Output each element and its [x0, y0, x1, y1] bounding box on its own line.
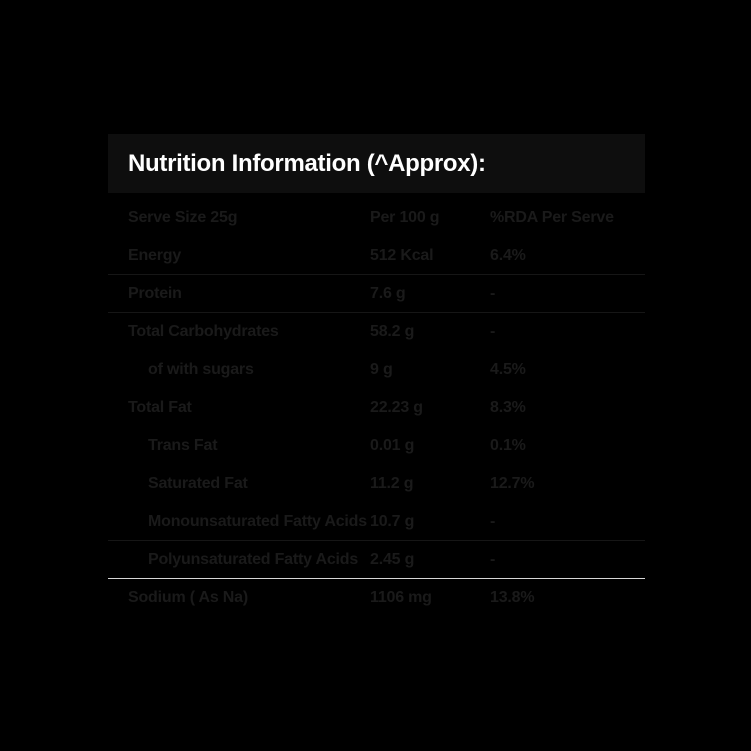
row-rda-value: 0.1% [490, 437, 526, 454]
table-row: Protein 7.6 g - [108, 275, 645, 313]
row-label: Monounsaturated Fatty Acids [148, 512, 367, 530]
row-per100-value: 2.45 g [370, 550, 415, 568]
row-rda-value: 8.3% [490, 399, 526, 416]
panel-title: Nutrition Information (^Approx): [128, 149, 486, 177]
nutrition-panel: Nutrition Information (^Approx): Serve S… [108, 134, 645, 617]
row-per100-value: 11.2 g [370, 475, 414, 492]
row-label: Total Fat [128, 399, 192, 416]
row-per100-value: 1106 mg [370, 589, 432, 606]
row-label: Trans Fat [148, 437, 218, 454]
row-rda-value: - [490, 512, 496, 530]
table-row: Sodium ( As Na) 1106 mg 13.8% [108, 579, 645, 617]
column-header-per-100g: Per 100 g [370, 209, 440, 226]
row-label: Polyunsaturated Fatty Acids [148, 550, 359, 568]
table-row: Total Carbohydrates 58.2 g - [108, 313, 645, 351]
column-header-rda-per-serve: %RDA Per Serve [490, 209, 614, 226]
column-header-serve-size: Serve Size 25g [128, 209, 238, 226]
table-row: Trans Fat 0.01 g 0.1% [108, 427, 645, 465]
row-label: Energy [128, 246, 182, 264]
row-per100-value: 7.6 g [370, 284, 406, 302]
panel-header: Nutrition Information (^Approx): [108, 134, 645, 193]
row-label: Total Carbohydrates [128, 323, 279, 340]
table-row: Energy 512 Kcal 6.4% [108, 237, 645, 275]
row-label: Saturated Fat [148, 475, 248, 492]
row-label: of with sugars [148, 361, 254, 378]
row-per100-value: 0.01 g [370, 437, 415, 454]
table-row: Saturated Fat 11.2 g 12.7% [108, 465, 645, 503]
row-per100-value: 512 Kcal [370, 246, 434, 264]
table-row: of with sugars 9 g 4.5% [108, 351, 645, 389]
table-header-row: Serve Size 25g Per 100 g %RDA Per Serve [108, 199, 645, 237]
row-rda-value: 6.4% [490, 246, 526, 264]
row-per100-value: 9 g [370, 361, 393, 378]
row-rda-value: 13.8% [490, 589, 535, 606]
row-rda-value: - [490, 323, 496, 340]
row-per100-value: 58.2 g [370, 323, 415, 340]
row-per100-value: 10.7 g [370, 512, 415, 530]
row-rda-value: 4.5% [490, 361, 526, 378]
table-row: Polyunsaturated Fatty Acids 2.45 g - [108, 541, 645, 579]
nutrition-table: Serve Size 25g Per 100 g %RDA Per Serve … [108, 199, 645, 617]
table-row: Monounsaturated Fatty Acids 10.7 g - [108, 503, 645, 541]
row-per100-value: 22.23 g [370, 399, 423, 416]
row-label: Sodium ( As Na) [128, 589, 248, 606]
row-rda-value: 12.7% [490, 475, 535, 492]
row-rda-value: - [490, 550, 496, 568]
table-row: Total Fat 22.23 g 8.3% [108, 389, 645, 427]
row-label: Protein [128, 284, 182, 302]
row-rda-value: - [490, 284, 496, 302]
